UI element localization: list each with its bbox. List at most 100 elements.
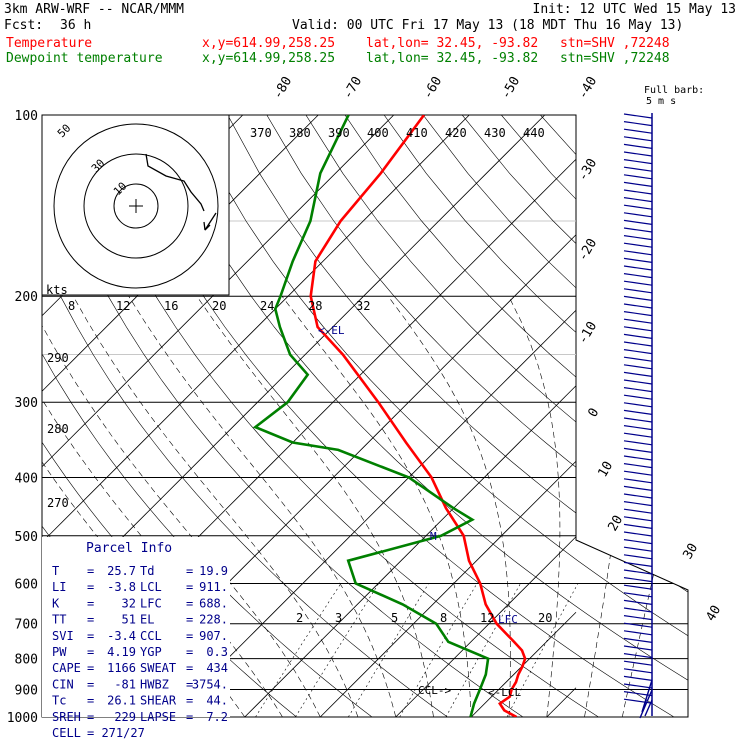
parcel-eq1-5: = [87, 645, 94, 659]
parcel-info-panel: Parcel Info T = 25.7 Td = 19.9 LI = -3.8 LCL = 911. K… [42, 537, 230, 740]
parcel-val2-7: 3754. [192, 677, 228, 691]
isotherm-label-3: -50 [498, 74, 523, 102]
mixing-line-8 [399, 583, 478, 717]
isotherm-label-1: -70 [340, 74, 365, 102]
m-label: M [430, 530, 437, 543]
barb-flag-460 [623, 455, 653, 461]
barb-flag-528 [623, 523, 653, 529]
barb-flag-673 [623, 668, 653, 674]
barb-flag-369 [623, 364, 653, 370]
pressure-label-500: 500 [15, 530, 38, 545]
parcel-eq2-2: = [186, 596, 193, 610]
moist-adiabat--5 [42, 296, 283, 717]
barb-flag-422 [623, 417, 653, 423]
barb-flag-338 [623, 333, 653, 339]
barb-flag-559 [623, 554, 653, 560]
barb-flag-293 [623, 288, 653, 294]
parcel-key2-8: SHEAR [140, 694, 177, 708]
barb-flag-186 [623, 181, 653, 187]
moist-adiabat-15 [196, 296, 434, 717]
dry-adiabat-10 [227, 115, 688, 717]
isotherm-30 [546, 687, 577, 718]
temperature-line [309, 115, 527, 717]
hodo-speed-28: 28 [308, 299, 322, 313]
theta-label-380: 380 [289, 126, 311, 140]
el-label: <-EL [318, 324, 345, 337]
barb-flag-597 [623, 592, 653, 598]
barb-flag-224 [623, 219, 653, 225]
mixing-label-5: 5 [391, 611, 398, 625]
parcel-val2-5: 0.3 [206, 645, 228, 659]
barb-legend-line2: 5 m s [646, 96, 676, 107]
barb-flag-612 [623, 607, 653, 613]
parcel-eq2-6: = [186, 661, 193, 675]
parcel-val1-3: 51 [122, 613, 136, 627]
pressure-label-700: 700 [15, 618, 38, 633]
barb-flag-133 [623, 128, 653, 134]
hodo-ring-2 [53, 123, 219, 289]
theta-low-label-280: 280 [47, 422, 69, 436]
pressure-label-1000: 1000 [7, 711, 38, 726]
lfc-label: LFC [498, 613, 518, 626]
mixing-line-12 [445, 583, 521, 717]
barb-flag-551 [623, 546, 653, 552]
mixing-line-2 [255, 583, 342, 717]
barb-flag-506 [623, 501, 653, 507]
barb-flag-232 [623, 227, 653, 233]
parcel-key2-3: EL [140, 613, 154, 627]
dewpoint-stn: stn=SHV ,72248 [560, 51, 670, 66]
parcel-eq2-7: = [186, 677, 193, 691]
barb-flag-650 [623, 645, 653, 651]
barb-flag-171 [623, 166, 653, 172]
isotherm-label-4: -40 [575, 74, 600, 102]
barb-flag-620 [623, 615, 653, 621]
isotherm-label-6: -20 [575, 236, 600, 264]
parcel-val2-3: 228. [199, 613, 228, 627]
barb-flag-346 [623, 341, 653, 347]
parcel-key2-1: LCL [140, 580, 162, 594]
pressure-label-100: 100 [15, 109, 38, 124]
barb-flag-468 [623, 463, 653, 469]
barb-flag-316 [623, 311, 653, 317]
barb-flag-589 [623, 584, 653, 590]
barb-flag-490 [623, 485, 653, 491]
isotherm-label-9: 10 [595, 459, 616, 480]
dry-adiabat-11 [266, 115, 688, 717]
fcst-value: 36 h [60, 18, 92, 33]
pressure-label-400: 400 [15, 471, 38, 486]
parcel-eq2-8: = [186, 694, 193, 708]
barb-flag-665 [623, 660, 653, 666]
barb-flag-148 [623, 143, 653, 149]
barb-flag-437 [623, 432, 653, 438]
barb-flag-376 [623, 371, 653, 377]
parcel-eq2-5: = [186, 645, 193, 659]
dewpoint-xy: x,y=614.99,258.25 [202, 51, 336, 66]
hodo-ring-1 [83, 153, 189, 259]
parcel-val1-8: 26.1 [107, 694, 136, 708]
parcel-eq1-8: = [87, 694, 94, 708]
hodo-arrow-head [203, 221, 211, 231]
parcel-val1-2: 32 [122, 596, 136, 610]
barb-flag-658 [623, 653, 653, 659]
temperature-stn: stn=SHV ,72248 [560, 36, 670, 51]
parcel-key1-1: LI [52, 580, 66, 594]
parcel-key1-5: PW [52, 645, 67, 659]
temperature-xy: x,y=614.99,258.25 [202, 36, 336, 51]
mixing-line-5 [348, 583, 429, 717]
barb-flag-331 [623, 326, 653, 332]
valid-time: Valid: 00 UTC Fri 17 May 13 (18 MDT Thu … [292, 18, 684, 33]
pressure-label-900: 900 [15, 683, 38, 698]
barb-legend-line1: Full barb: [644, 85, 704, 96]
barb-flag-544 [623, 539, 653, 545]
isotherm-label-7: -10 [575, 319, 600, 347]
hodo-units: kts [46, 283, 68, 297]
barb-flag-392 [623, 387, 653, 393]
barb-flag-308 [623, 303, 653, 309]
barb-flag-202 [623, 197, 653, 203]
barb-flag-521 [623, 516, 653, 522]
barb-flag-513 [623, 508, 653, 514]
parcel-key1-3: TT [52, 613, 66, 627]
barb-flag-156 [623, 151, 653, 157]
moist-adiabat-0 [42, 296, 321, 717]
